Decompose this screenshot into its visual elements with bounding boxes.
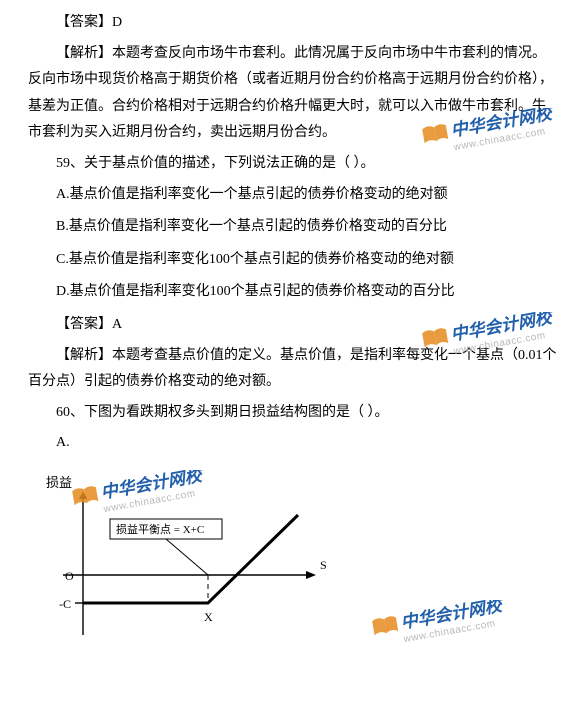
svg-text:损益: 损益 [46,475,72,490]
svg-text:S: S [320,558,327,572]
explain-label: 【解析】 [56,348,112,363]
q60-stem: 60、下图为看跌期权多头到期日损益结构图的是（ ）。 [28,400,559,427]
q59-option-a: A.基点价值是指利率变化一个基点引起的债券价格变动的绝对额 [28,182,559,209]
q59-option-b: B.基点价值是指利率变化一个基点引起的债券价格变动的百分比 [28,214,559,241]
payoff-diagram: 损益 S O -C X 损益平衡点 = X+C [28,465,587,666]
q59-option-d: D.基点价值是指利率变化100个基点引起的债券价格变动的百分比 [28,279,559,306]
explain-label: 【解析】 [56,46,112,61]
svg-text:损益平衡点 = X+C: 损益平衡点 = X+C [116,522,204,536]
answer-value: D [112,15,122,30]
answer-label: 【答案】 [56,317,112,332]
svg-text:-C: -C [59,597,71,611]
explain-59: 【解析】本题考查基点价值的定义。基点价值，是指利率每变化一个基点（0.01个百分… [28,343,559,396]
svg-text:O: O [65,569,74,583]
answer-58: 【答案】D [28,10,559,37]
answer-label: 【答案】 [56,15,112,30]
q59-option-c: C.基点价值是指利率变化100个基点引起的债券价格变动的绝对额 [28,247,559,274]
q60-option-a: A. [28,430,559,457]
q59-stem: 59、关于基点价值的描述，下列说法正确的是（ ）。 [28,151,559,178]
svg-text:X: X [204,610,213,624]
answer-value: A [112,317,122,332]
explain-58: 【解析】本题考查反向市场牛市套利。此情况属于反向市场中牛市套利的情况。反向市场中… [28,41,559,147]
answer-59: 【答案】A [28,312,559,339]
